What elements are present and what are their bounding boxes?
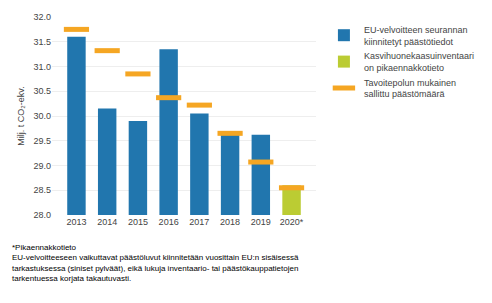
svg-text:Tavoitepolun mukainensallittu: Tavoitepolun mukainensallittu päästömäär…	[364, 78, 456, 100]
svg-text:2014: 2014	[97, 217, 117, 227]
svg-text:32.0: 32.0	[33, 12, 51, 22]
svg-text:30.5: 30.5	[33, 86, 51, 96]
svg-text:2016: 2016	[159, 217, 179, 227]
svg-text:*PikaennakkotietoEU-velvoittee: *PikaennakkotietoEU-velvoitteeseen vaiku…	[12, 243, 299, 283]
svg-text:2013: 2013	[66, 217, 86, 227]
svg-text:29.5: 29.5	[33, 136, 51, 146]
svg-text:2020*: 2020*	[280, 217, 304, 227]
svg-text:EU-velvoitteen seurannankiinni: EU-velvoitteen seurannankiinnitetyt pääs…	[364, 25, 468, 47]
svg-text:31.0: 31.0	[33, 62, 51, 72]
svg-text:28.0: 28.0	[33, 210, 51, 220]
svg-text:2019: 2019	[251, 217, 271, 227]
svg-text:Kasvihuonekaasuinventaarion pi: Kasvihuonekaasuinventaarion pikaennakkot…	[364, 51, 474, 73]
svg-text:28.5: 28.5	[33, 185, 51, 195]
svg-text:31.5: 31.5	[33, 37, 51, 47]
svg-text:Milj. t CO₂-ekv.: Milj. t CO₂-ekv.	[16, 86, 26, 145]
svg-text:29.0: 29.0	[33, 161, 51, 171]
svg-text:2017: 2017	[189, 217, 209, 227]
svg-text:2018: 2018	[220, 217, 240, 227]
svg-text:2015: 2015	[128, 217, 148, 227]
svg-text:30.0: 30.0	[33, 111, 51, 121]
